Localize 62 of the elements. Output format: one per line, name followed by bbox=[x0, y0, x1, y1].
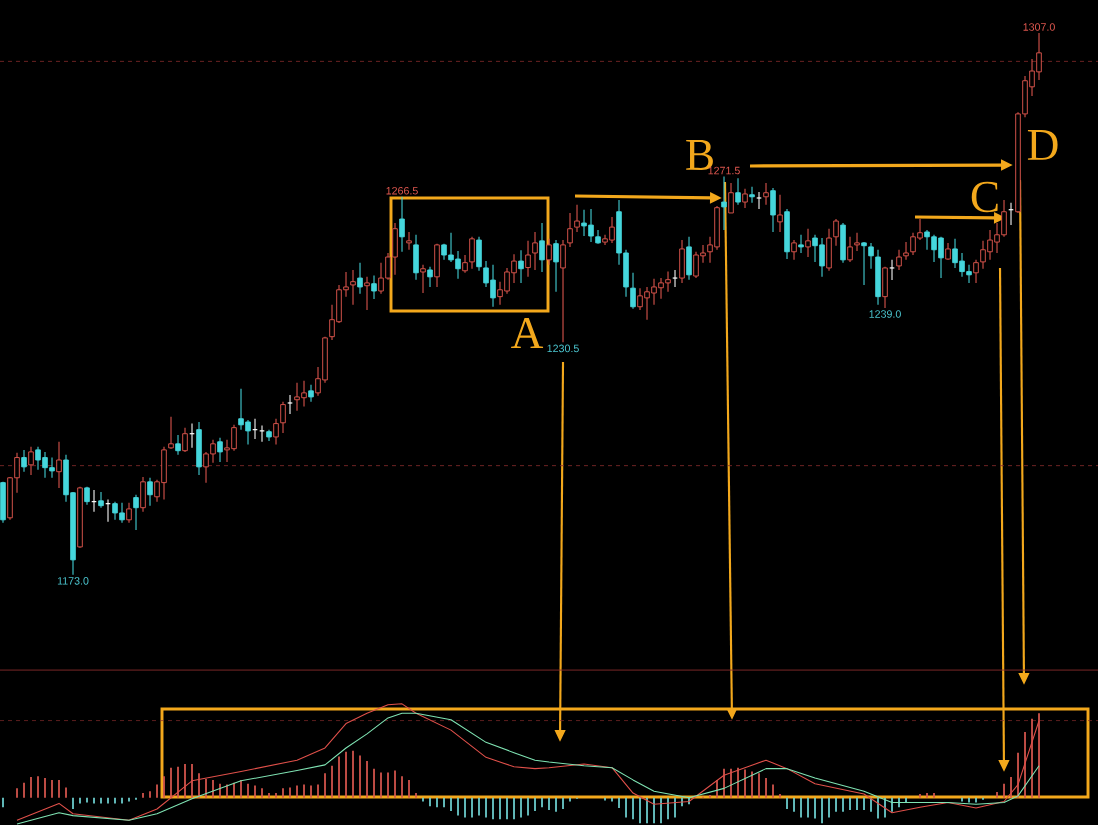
candlestick bbox=[539, 222, 545, 273]
candlestick bbox=[518, 249, 524, 284]
candlestick bbox=[532, 231, 538, 271]
candlestick bbox=[546, 238, 552, 266]
candlestick bbox=[427, 266, 433, 288]
candlestick bbox=[371, 275, 377, 300]
candlestick bbox=[350, 269, 356, 306]
candlestick bbox=[756, 191, 762, 210]
candlestick bbox=[175, 434, 181, 456]
candlestick bbox=[364, 276, 370, 311]
candlestick bbox=[672, 269, 678, 288]
candlestick bbox=[630, 272, 636, 310]
candlestick bbox=[805, 228, 811, 258]
candlestick bbox=[553, 239, 559, 293]
candlestick bbox=[728, 182, 734, 214]
candlestick bbox=[56, 441, 62, 489]
candlestick bbox=[21, 449, 27, 473]
candlestick bbox=[280, 401, 286, 434]
candlestick bbox=[749, 186, 755, 204]
candlestick bbox=[273, 418, 279, 446]
candlestick bbox=[574, 204, 580, 233]
annotation: 1266.5 bbox=[386, 186, 418, 195]
annotation: 1173.0 bbox=[57, 577, 89, 585]
candlestick bbox=[721, 176, 727, 231]
candlestick bbox=[847, 236, 853, 263]
candlestick bbox=[889, 259, 895, 281]
annotation: 1230.5 bbox=[547, 344, 579, 353]
annotation: D bbox=[1027, 130, 1058, 160]
candlestick bbox=[861, 241, 867, 286]
candlestick bbox=[763, 182, 769, 206]
candlestick bbox=[777, 194, 783, 233]
candlestick bbox=[357, 262, 363, 295]
candlestick bbox=[742, 188, 748, 209]
candlestick bbox=[28, 446, 34, 476]
candlestick bbox=[126, 502, 132, 524]
annotation: A bbox=[511, 318, 544, 348]
candlestick bbox=[798, 234, 804, 254]
candlestick bbox=[217, 437, 223, 463]
candlestick bbox=[833, 218, 839, 247]
annotation: 1307.0 bbox=[1023, 23, 1055, 31]
candlestick bbox=[854, 232, 860, 252]
candlestick bbox=[560, 239, 566, 343]
candlestick bbox=[259, 425, 265, 443]
annotation: C bbox=[971, 181, 998, 213]
candlestick bbox=[868, 242, 874, 270]
candlestick bbox=[98, 491, 104, 509]
candlestick bbox=[567, 212, 573, 248]
candlestick bbox=[182, 427, 188, 453]
candlestick bbox=[896, 249, 902, 271]
candlestick bbox=[399, 196, 405, 253]
candlestick bbox=[168, 416, 174, 450]
candlestick bbox=[525, 240, 531, 278]
candlestick bbox=[420, 264, 426, 294]
candlestick bbox=[791, 239, 797, 261]
annotation: 1239.0 bbox=[869, 310, 901, 318]
candlestick bbox=[308, 384, 314, 403]
candlestick bbox=[133, 494, 139, 531]
candlestick bbox=[287, 394, 293, 415]
candlestick bbox=[147, 477, 153, 507]
candlestick bbox=[406, 231, 412, 251]
candlestick bbox=[903, 241, 909, 261]
candlestick bbox=[735, 177, 741, 206]
